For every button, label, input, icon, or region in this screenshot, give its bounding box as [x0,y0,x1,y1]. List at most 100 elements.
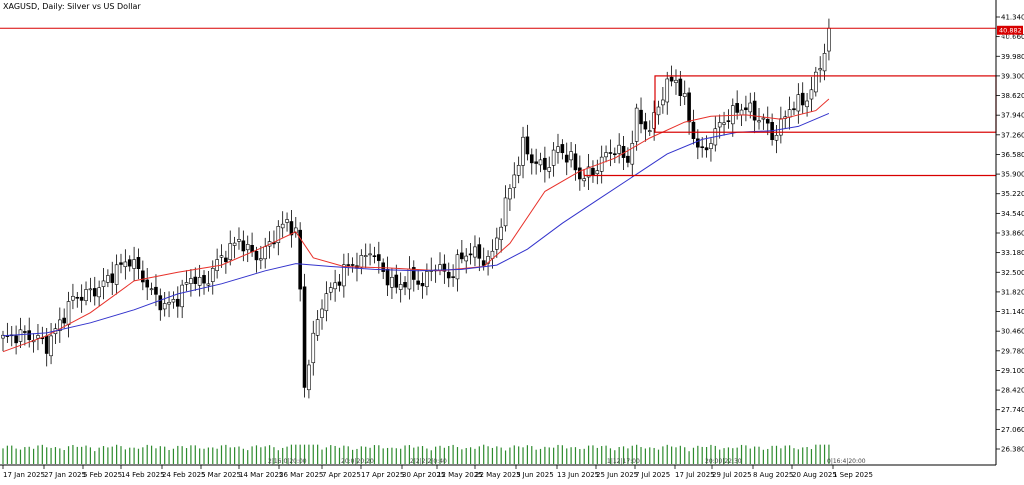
candle [608,139,613,167]
candle-body-bear [92,288,97,297]
candle-body-bull [455,254,460,280]
time-overlay-label: 1|12|17:00 [607,458,640,465]
volume-bar [116,444,118,464]
candle-body-bear [525,136,530,155]
volume-bar [544,446,546,464]
time-tick-label: 1 Sep 2025 [833,471,873,479]
candle-body-bear [176,298,180,307]
candle-body-bear [302,286,307,388]
price-tick-label: 33.180 [1001,249,1024,257]
volume-bar [59,448,61,464]
candle-body-bear [241,240,246,252]
volume-bar [264,446,266,464]
candle-body-bear [639,109,643,125]
volume-bar [251,446,253,464]
candle [473,235,477,267]
time-overlay-label: 2|16:0|20:00 [268,458,307,465]
candle [591,160,595,183]
price-tick-label: 30.460 [1001,328,1024,336]
candle [687,87,691,135]
current-price-tag[interactable]: 40.882 40.912 [997,25,1023,40]
candle-body-bull [197,277,202,286]
candle-body-bull [473,246,477,258]
volume-bar [443,447,445,464]
volume-bar [247,450,249,464]
volume-bar [413,447,415,464]
volume-bar [98,447,100,464]
volume-bar [164,446,166,464]
price-tick-label: 35.900 [1001,171,1024,179]
volume-bar [338,447,341,464]
candle [232,236,237,259]
volume-bar [771,445,773,464]
candle [259,245,263,270]
candle-body-bull [634,107,639,142]
candle [333,269,337,302]
volume-bar [649,447,651,464]
candle-body-bull [757,120,761,123]
candle [328,282,333,301]
volume-bar [282,447,284,464]
volume-bar [461,449,463,464]
candle-body-bull [556,146,560,153]
candle [149,282,154,295]
candle-body-bear [726,120,731,122]
candle-body-bull [363,255,368,257]
candle [276,220,281,256]
volume-bar [303,444,306,464]
candle-body-bull [210,268,215,282]
candle [495,227,499,258]
volume-bar [242,448,244,464]
candle-body-bear [612,153,617,156]
volume-bar [745,445,747,464]
candle-body-bull [219,255,224,258]
candle-body-bull [809,89,814,100]
candle-body-bull [495,237,499,250]
candle-body-bull [189,278,193,284]
volume-bar [618,447,620,464]
current-price-tag-bg [997,25,1023,35]
candle [534,148,538,175]
candle [123,249,128,280]
price-tick-label: 37.260 [1001,131,1024,139]
candle-body-bear [643,121,648,130]
candle [700,137,705,158]
candle-body-bull [730,105,735,125]
candle [809,76,814,112]
candle [696,129,700,160]
candle-body-bear [460,252,464,260]
candle [141,260,145,291]
volume-bar [290,444,293,464]
volume-bar [749,448,751,464]
volume-bar [360,446,362,464]
volume-bar [260,447,262,464]
volume-bar [421,446,424,464]
volume-bar [321,449,323,464]
candle [744,95,748,122]
time-tick-label: 25 Jun 2025 [596,471,638,479]
candle [71,283,75,310]
candle-body-bear [350,264,355,266]
volume-bar [408,445,411,464]
volume-bar [234,447,236,464]
time-tick-label: 20 Aug 2025 [792,471,837,479]
candle [735,90,739,120]
candle-body-bull [263,246,268,260]
volume-bar [15,448,17,464]
volume-bar [312,444,314,464]
candle-body-bull [761,117,766,120]
candle [197,264,202,297]
candle-body-bear [372,255,377,257]
price-tick-label: 33.860 [1001,230,1024,238]
candle-body-bull [259,258,263,261]
candle [368,243,372,266]
candle [814,66,818,97]
candle [75,292,80,308]
candle [84,281,88,306]
candle-body-bear [626,155,630,163]
candle [162,291,167,317]
volume-bar [2,448,4,464]
candle-body-bull [551,149,556,166]
